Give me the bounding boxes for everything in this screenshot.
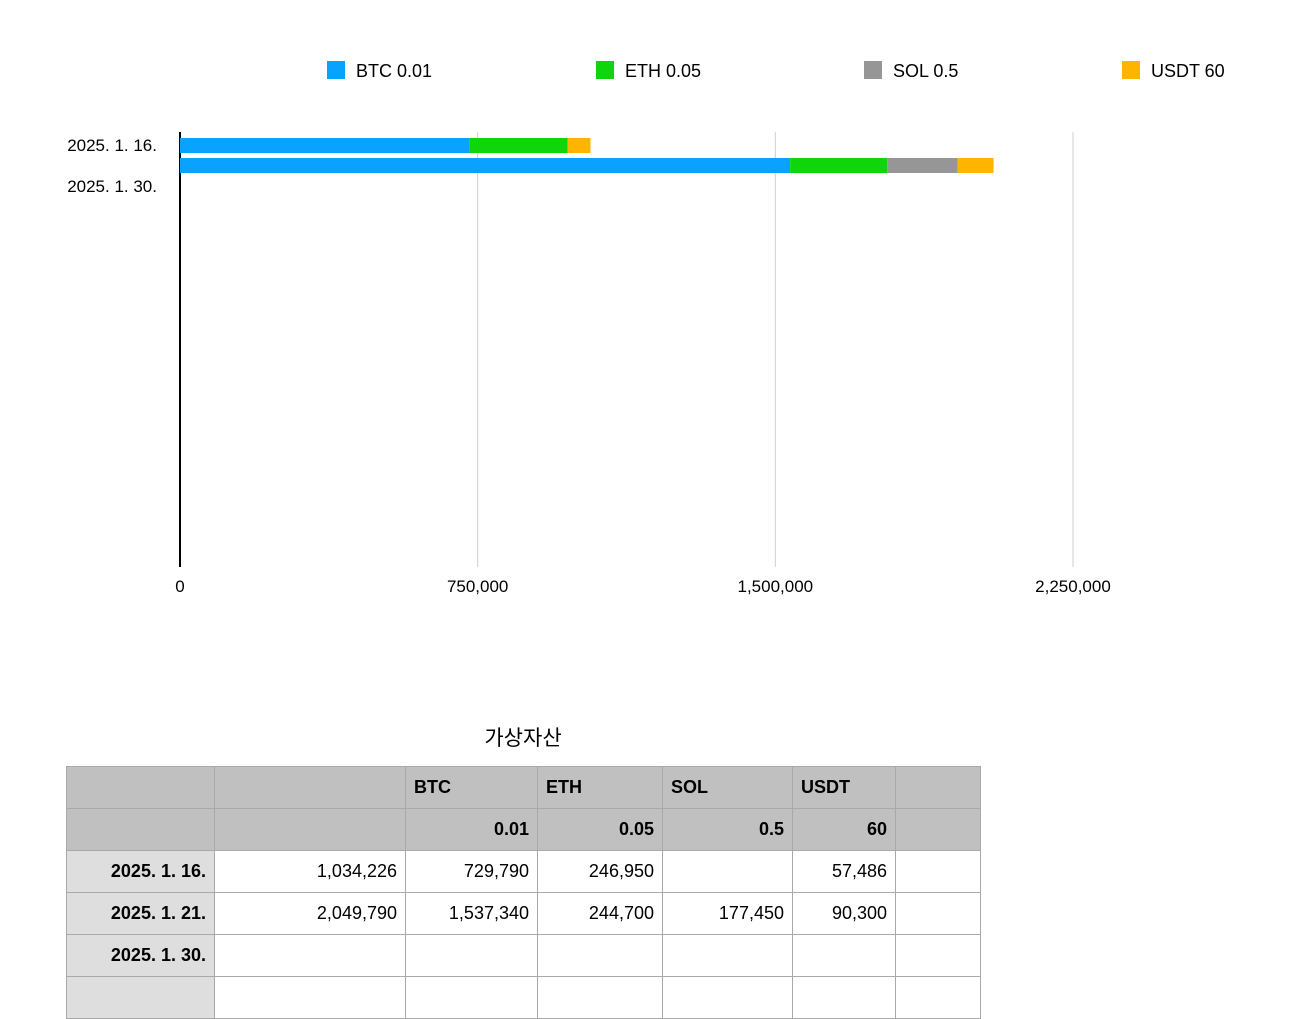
x-tick-label: 750,000 [447, 577, 508, 596]
header-cell-usdt[interactable]: USDT [792, 766, 896, 809]
bar-segment [180, 138, 470, 153]
table-cell[interactable] [895, 850, 981, 893]
legend-swatch [596, 61, 614, 79]
header-cell[interactable] [895, 808, 981, 851]
y-tick-label: 2025. 1. 16. [67, 136, 157, 155]
table-cell[interactable] [895, 892, 981, 935]
table-cell[interactable]: 90,300 [792, 892, 896, 935]
table-row: 2025. 1. 30. [66, 934, 981, 977]
table-cell[interactable] [895, 934, 981, 977]
table-cell[interactable] [537, 934, 663, 977]
header-cell-btc[interactable]: BTC [405, 766, 538, 809]
legend-label: ETH 0.05 [625, 61, 701, 81]
header-cell-usdt-amount[interactable]: 60 [792, 808, 896, 851]
bar-segment [180, 158, 791, 173]
table-cell[interactable] [662, 976, 793, 1019]
x-tick-label: 1,500,000 [738, 577, 814, 596]
table-cell[interactable]: 244,700 [537, 892, 663, 935]
legend-label: USDT 60 [1151, 61, 1225, 81]
table-cell[interactable]: 1,537,340 [405, 892, 538, 935]
header-cell-btc-amount[interactable]: 0.01 [405, 808, 538, 851]
bar-segment [957, 158, 994, 173]
header-cell[interactable] [66, 808, 215, 851]
legend-swatch [864, 61, 882, 79]
table-row: 2025. 1. 21. 2,049,790 1,537,340 244,700… [66, 892, 981, 935]
header-cell[interactable] [895, 766, 981, 809]
table-cell[interactable] [537, 976, 663, 1019]
table-cell[interactable] [895, 976, 981, 1019]
row-date-cell[interactable] [66, 976, 215, 1019]
table-cell[interactable]: 2,049,790 [214, 892, 406, 935]
table-cell[interactable] [405, 934, 538, 977]
stacked-bar-chart: BTC 0.01 ETH 0.05 SOL 0.5 USDT 60 0 750,000 1,… [67, 61, 1225, 596]
header-row-assets: BTC ETH SOL USDT [66, 766, 981, 809]
table-cell[interactable] [662, 850, 793, 893]
table-cell[interactable] [405, 976, 538, 1019]
header-cell[interactable] [214, 766, 406, 809]
header-row-amounts: 0.01 0.05 0.5 60 [66, 808, 981, 851]
row-date-cell[interactable]: 2025. 1. 16. [66, 850, 215, 893]
table-cell[interactable] [662, 934, 793, 977]
header-cell-sol[interactable]: SOL [662, 766, 793, 809]
table-cell[interactable] [214, 934, 406, 977]
table-title: 가상자산 [484, 727, 562, 750]
table-cell[interactable]: 1,034,226 [214, 850, 406, 893]
header-cell-eth-amount[interactable]: 0.05 [537, 808, 663, 851]
table-row [66, 976, 981, 1019]
legend-label: SOL 0.5 [893, 61, 958, 81]
x-tick-label: 2,250,000 [1035, 577, 1111, 596]
table-cell[interactable]: 57,486 [792, 850, 896, 893]
row-date-cell[interactable]: 2025. 1. 21. [66, 892, 215, 935]
header-cell-sol-amount[interactable]: 0.5 [662, 808, 793, 851]
header-cell[interactable] [214, 808, 406, 851]
table-cell[interactable] [792, 976, 896, 1019]
header-cell[interactable] [66, 766, 215, 809]
row-date-cell[interactable]: 2025. 1. 30. [66, 934, 215, 977]
legend-swatch [1122, 61, 1140, 79]
bar-segment [567, 138, 591, 153]
x-tick-label: 0 [175, 577, 184, 596]
bar-segment [887, 158, 958, 173]
y-tick-label: 2025. 1. 30. [67, 177, 157, 196]
legend-label: BTC 0.01 [356, 61, 432, 81]
header-cell-eth[interactable]: ETH [537, 766, 663, 809]
table-cell[interactable]: 729,790 [405, 850, 538, 893]
table-cell[interactable] [792, 934, 896, 977]
table-cell[interactable]: 246,950 [537, 850, 663, 893]
table-row: 2025. 1. 16. 1,034,226 729,790 246,950 5… [66, 850, 981, 893]
bar-segment [790, 158, 888, 173]
bar-segment [469, 138, 568, 153]
legend-swatch [327, 61, 345, 79]
table-cell[interactable]: 177,450 [662, 892, 793, 935]
table-cell[interactable] [214, 976, 406, 1019]
data-table: BTC ETH SOL USDT 0.01 0.05 0.5 60 2025. … [66, 766, 981, 1019]
